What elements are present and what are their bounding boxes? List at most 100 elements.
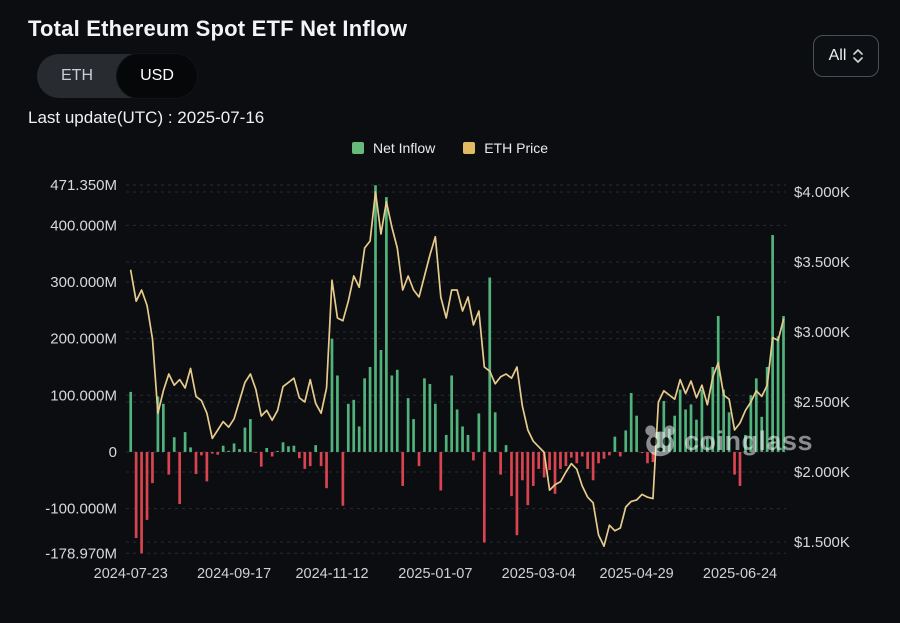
net-inflow-bar (602, 451, 606, 459)
net-inflow-bar (754, 378, 758, 452)
net-inflow-bar (444, 434, 448, 452)
net-inflow-bar (488, 277, 492, 452)
net-inflow-bar (684, 409, 687, 452)
net-inflow-bar (591, 451, 595, 481)
legend-item-net-inflow[interactable]: Net Inflow (351, 140, 436, 156)
legend-item-eth-price[interactable]: ETH Price (463, 140, 548, 156)
net-inflow-bar (744, 434, 747, 452)
net-inflow-bar (651, 451, 655, 463)
toggle-option-usd[interactable]: USD (117, 54, 197, 98)
right-axis-label: $4.000K (794, 184, 850, 201)
net-inflow-bar (727, 412, 731, 452)
net-inflow-bar (722, 389, 726, 452)
net-inflow-bar (395, 369, 399, 452)
left-axis-label: 300.000M (50, 274, 117, 291)
left-axis-label: -178.970M (45, 545, 117, 562)
x-tick-label: 2025-01-07 (398, 566, 472, 582)
net-inflow-bar (249, 419, 252, 452)
chevron-updown-icon (853, 49, 864, 63)
right-axis-label: $3.000K (794, 324, 850, 341)
net-inflow-bar (189, 447, 192, 452)
right-axis-label: $1.500K (794, 534, 850, 551)
net-inflow-bar (368, 366, 372, 452)
net-inflow-bar (363, 378, 366, 452)
net-inflow-bar (782, 316, 785, 452)
net-inflow-bar (657, 432, 660, 452)
net-inflow-bar (531, 451, 535, 486)
net-inflow-bar (711, 366, 715, 452)
net-inflow-bar (134, 451, 138, 539)
unit-toggle[interactable]: ETH USD (37, 54, 197, 98)
net-inflow-bar (521, 451, 524, 481)
net-inflow-bar (477, 413, 481, 452)
net-inflow-bar (205, 451, 209, 482)
range-select[interactable]: All (813, 35, 879, 77)
x-tick-label: 2025-03-04 (502, 566, 576, 582)
net-inflow-bar (232, 443, 236, 452)
net-inflow-bar (608, 451, 611, 456)
net-inflow-bar (695, 419, 698, 452)
x-tick-label: 2024-11-12 (295, 566, 368, 582)
net-inflow-bar (259, 451, 263, 467)
net-inflow-bar (276, 450, 279, 452)
x-tick-label: 2024-07-23 (94, 566, 168, 582)
left-axis-label: 471.350M (50, 177, 117, 194)
net-inflow-bar (613, 436, 617, 452)
net-inflow-bar (667, 428, 671, 452)
net-inflow-bar (346, 403, 350, 452)
net-inflow-bar (140, 451, 143, 554)
net-inflow-bar (292, 445, 296, 452)
net-inflow-bar (221, 445, 225, 452)
net-inflow-bar (379, 350, 383, 452)
net-inflow-bar (537, 451, 541, 469)
net-inflow-bar (341, 451, 345, 506)
net-inflow-bar (172, 437, 176, 452)
net-inflow-bar (618, 451, 622, 457)
left-axis-label: -100.000M (45, 501, 117, 518)
legend-swatch-eth-price (463, 142, 476, 154)
net-inflow-bar (466, 434, 470, 452)
net-inflow-bar (640, 451, 644, 454)
left-axis-label: 0 (109, 444, 117, 461)
net-inflow-bar (428, 383, 432, 452)
net-inflow-bar (145, 451, 149, 520)
net-inflow-bar (586, 451, 590, 469)
net-inflow-bar (330, 338, 334, 452)
net-inflow-bar (319, 451, 323, 467)
net-inflow-bar (433, 403, 437, 452)
net-inflow-bar (254, 451, 258, 453)
net-inflow-bar (167, 451, 171, 475)
net-inflow-bar (178, 451, 182, 505)
net-inflow-bar (374, 185, 377, 452)
net-inflow-bar (499, 451, 502, 475)
net-inflow-bar (314, 445, 318, 452)
net-inflow-bar (493, 412, 497, 452)
net-inflow-bar (194, 451, 198, 475)
net-inflow-bar (482, 451, 486, 543)
net-inflow-bar (281, 442, 285, 452)
net-inflow-bar (417, 451, 421, 467)
net-inflow-bar (183, 432, 187, 452)
x-tick-label: 2024-09-17 (197, 566, 271, 582)
net-inflow-bar (325, 451, 328, 489)
net-inflow-bar (156, 396, 160, 452)
net-inflow-bar (689, 404, 693, 452)
x-tick-label: 2025-04-29 (600, 566, 674, 582)
net-inflow-bar (472, 451, 475, 461)
net-inflow-bar (635, 415, 638, 452)
net-inflow-bar (423, 378, 426, 452)
right-axis-label: $2.500K (794, 394, 850, 411)
net-inflow-bar (575, 451, 579, 464)
right-axis-label: $3.500K (794, 254, 850, 271)
toggle-option-eth[interactable]: ETH (61, 67, 93, 84)
x-tick-label: 2025-06-24 (703, 566, 777, 582)
net-inflow-bar (385, 197, 388, 452)
net-inflow-bar (297, 451, 301, 459)
net-inflow-bar (705, 437, 709, 452)
net-inflow-bar (303, 451, 307, 469)
net-inflow-bar (265, 447, 269, 452)
legend-label-net-inflow: Net Inflow (372, 140, 436, 156)
left-axis-label: 100.000M (50, 387, 117, 404)
net-inflow-bar (548, 451, 551, 471)
